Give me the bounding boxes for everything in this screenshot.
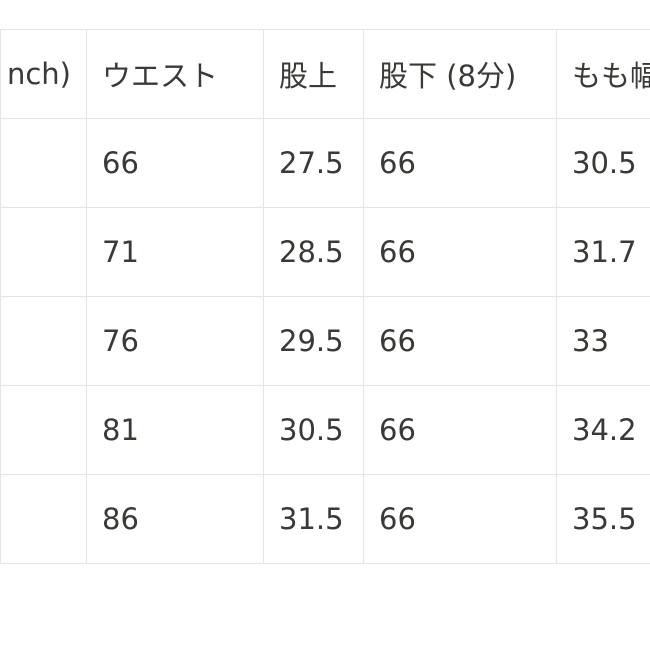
table-row: 66 27.5 66 30.5	[0, 118, 650, 208]
table-row: 71 28.5 66 31.7	[0, 207, 650, 297]
table-cell: 29.5	[263, 296, 364, 386]
table-cell: 66	[363, 207, 557, 297]
table-cell: 81	[86, 385, 264, 475]
table-cell: 27.5	[263, 118, 364, 208]
table-cell: 35.5	[556, 474, 650, 564]
table-cell: 30.5	[556, 118, 650, 208]
header-cell: もも幅	[556, 29, 650, 119]
table-cell: 28.5	[263, 207, 364, 297]
header-cell: 股下 (8分)	[363, 29, 557, 119]
table-cell: 31.7	[556, 207, 650, 297]
table-cell: 66	[86, 118, 264, 208]
table-cell: 33	[556, 296, 650, 386]
table-cell: 66	[363, 385, 557, 475]
table-cell: 31.5	[263, 474, 364, 564]
table-cell: 66	[363, 296, 557, 386]
header-cell: nch)	[0, 29, 87, 119]
table-cell: 86	[86, 474, 264, 564]
table-cell: 71	[86, 207, 264, 297]
header-cell: 股上	[263, 29, 364, 119]
table-cell: 30.5	[263, 385, 364, 475]
table-cell: 34.2	[556, 385, 650, 475]
table-row: 86 31.5 66 35.5	[0, 474, 650, 564]
empty-cell	[0, 385, 87, 475]
table-row: 76 29.5 66 33	[0, 296, 650, 386]
empty-cell	[0, 474, 87, 564]
header-cell: ウエスト	[86, 29, 264, 119]
table-cell: 66	[363, 474, 557, 564]
table-cell: 76	[86, 296, 264, 386]
table-row: 81 30.5 66 34.2	[0, 385, 650, 475]
table-cell: 66	[363, 118, 557, 208]
empty-cell	[0, 118, 87, 208]
empty-cell	[0, 296, 87, 386]
empty-cell	[0, 207, 87, 297]
